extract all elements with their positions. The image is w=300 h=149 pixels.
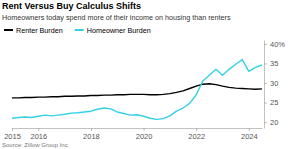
x-axis-line bbox=[13, 128, 263, 129]
x-tick: 2022 bbox=[188, 128, 205, 141]
legend-label: Renter Burden bbox=[16, 26, 63, 35]
x-tick: 2016 bbox=[30, 128, 47, 141]
title: Rent Versus Buy Calculus Shifts bbox=[2, 1, 141, 11]
y-axis: 20 25 30 35 40% bbox=[264, 40, 285, 129]
y-tick-label: 35 bbox=[270, 59, 278, 68]
plot-area bbox=[12, 60, 262, 120]
y-tick-mark bbox=[264, 122, 267, 123]
y-tick-mark bbox=[264, 63, 267, 64]
x-axis: 2015 2016 2018 2020 2022 2024 bbox=[4, 128, 262, 141]
y-tick-label: 30 bbox=[270, 79, 278, 88]
y-axis-line bbox=[264, 41, 265, 129]
y-tick: 20 bbox=[264, 118, 278, 127]
legend-label: Homeowner Burden bbox=[87, 26, 151, 35]
y-tick-label: 25 bbox=[270, 98, 278, 107]
source: Source: Zillow Group Inc. bbox=[2, 142, 70, 148]
x-tick-label: 2020 bbox=[136, 132, 153, 141]
legend-entry: Homeowner Burden bbox=[75, 26, 151, 35]
x-tick-label: 2018 bbox=[83, 132, 100, 141]
legend-swatch bbox=[75, 29, 84, 31]
x-tick: 2015 bbox=[4, 128, 21, 141]
x-tick: 2020 bbox=[136, 128, 153, 141]
x-tick-label: 2022 bbox=[188, 132, 205, 141]
x-tick-label: 2024 bbox=[241, 132, 258, 141]
chart: Rent Versus Buy Calculus Shifts Homeowner… bbox=[0, 0, 300, 149]
y-tick-label: 20 bbox=[270, 118, 278, 127]
x-tick: 2018 bbox=[83, 128, 100, 141]
y-tick: 40% bbox=[264, 40, 285, 49]
series-line bbox=[12, 84, 262, 98]
y-tick-mark bbox=[264, 83, 267, 84]
x-tick: 2024 bbox=[241, 128, 258, 141]
x-tick-label: 2016 bbox=[30, 132, 47, 141]
series-line bbox=[12, 60, 262, 120]
y-tick-mark bbox=[264, 44, 267, 45]
y-tick: 25 bbox=[264, 98, 278, 107]
legend-swatch bbox=[4, 29, 13, 31]
subtitle: Homeowners today spend more of their inc… bbox=[2, 13, 231, 22]
y-tick-mark bbox=[264, 103, 267, 104]
legend-entry: Renter Burden bbox=[4, 26, 63, 35]
y-tick-label: 40% bbox=[270, 40, 285, 49]
x-tick-label: 2015 bbox=[4, 132, 21, 141]
y-tick: 35 bbox=[264, 59, 278, 68]
y-tick: 30 bbox=[264, 79, 278, 88]
